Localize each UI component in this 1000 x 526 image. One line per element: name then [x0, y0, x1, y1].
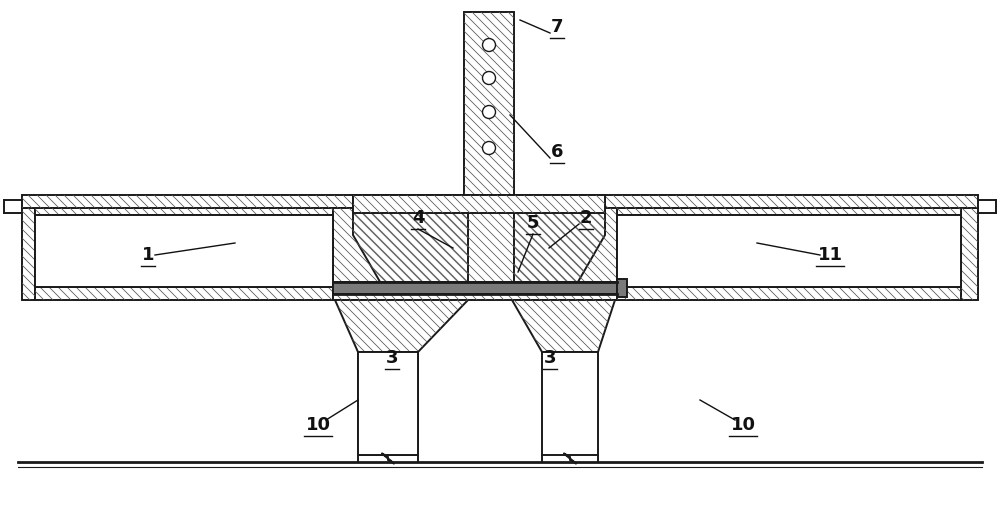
Polygon shape [35, 287, 333, 300]
Polygon shape [464, 12, 514, 195]
Polygon shape [35, 208, 333, 215]
Bar [542, 352, 598, 455]
Text: 10: 10 [730, 416, 756, 434]
Circle shape [482, 38, 496, 52]
Text: 5: 5 [527, 214, 539, 232]
Circle shape [482, 141, 496, 155]
Bar [333, 282, 617, 294]
Text: 6: 6 [551, 143, 563, 161]
Polygon shape [353, 195, 605, 213]
Bar [617, 279, 627, 297]
Text: 2: 2 [580, 209, 592, 227]
Polygon shape [353, 195, 468, 287]
Polygon shape [358, 352, 418, 455]
Polygon shape [617, 208, 961, 215]
Text: 1: 1 [142, 246, 154, 264]
Bar [35, 215, 333, 287]
Text: 11: 11 [818, 246, 842, 264]
Text: 7: 7 [551, 18, 563, 36]
Polygon shape [514, 195, 605, 287]
Polygon shape [335, 300, 468, 352]
Polygon shape [512, 300, 615, 352]
Circle shape [482, 72, 496, 85]
Text: 3: 3 [544, 349, 556, 367]
Circle shape [482, 106, 496, 118]
Polygon shape [617, 287, 961, 300]
Bar [617, 215, 961, 287]
Text: 3: 3 [386, 349, 398, 367]
Text: 4: 4 [412, 209, 424, 227]
Bar [358, 352, 418, 455]
Polygon shape [22, 195, 978, 208]
Polygon shape [333, 208, 617, 300]
Polygon shape [961, 208, 978, 300]
Polygon shape [22, 208, 35, 300]
Text: 10: 10 [306, 416, 330, 434]
